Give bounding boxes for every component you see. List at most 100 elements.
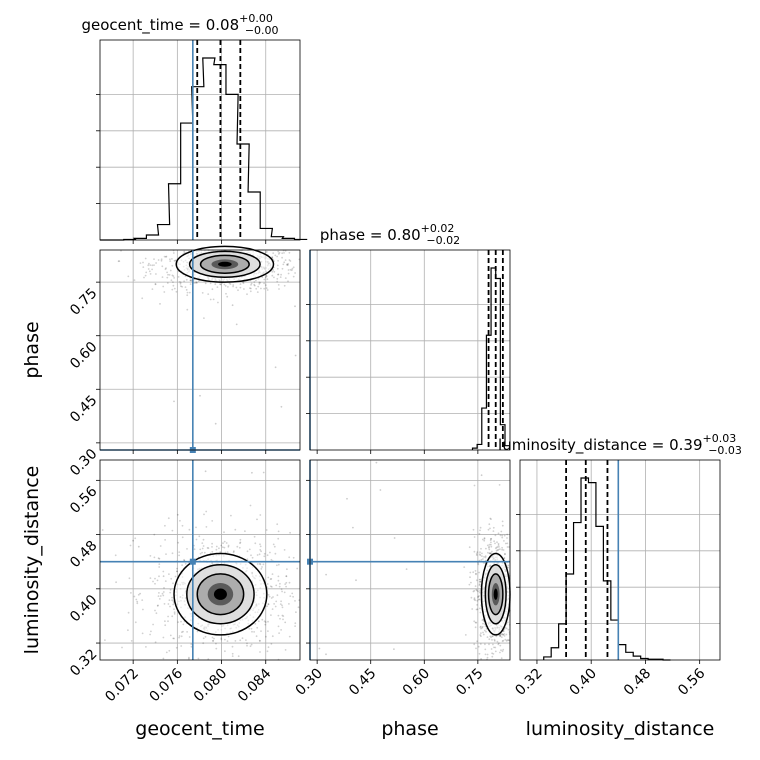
sample-point — [226, 551, 229, 553]
panel-frame — [99, 249, 301, 451]
sample-point — [491, 635, 494, 638]
sample-point — [243, 288, 245, 290]
sample-point — [505, 627, 508, 630]
sample-point — [286, 568, 288, 571]
sample-point — [153, 264, 155, 266]
sample-point — [501, 536, 504, 539]
sample-point — [253, 281, 256, 283]
sample-point — [251, 471, 253, 474]
sample-point — [201, 292, 204, 294]
sample-point — [209, 298, 212, 301]
sample-point — [195, 282, 197, 284]
sample-point — [168, 573, 170, 575]
sample-point — [175, 290, 178, 293]
sample-point — [127, 611, 130, 614]
sample-point — [270, 586, 273, 588]
sample-point — [223, 540, 226, 543]
sample-point — [172, 275, 175, 277]
sample-point — [239, 541, 242, 544]
sample-point — [489, 517, 492, 520]
sample-point — [193, 282, 196, 284]
sample-point — [133, 595, 136, 598]
sample-point — [496, 549, 499, 552]
sample-point — [277, 273, 279, 276]
sample-point — [178, 281, 181, 283]
sample-point — [167, 620, 169, 623]
sample-point — [246, 644, 248, 647]
sample-point — [256, 563, 259, 565]
sample-point — [488, 543, 491, 546]
sample-point — [479, 554, 482, 557]
sample-point — [478, 652, 481, 655]
sample-point — [292, 275, 295, 278]
sample-point — [480, 627, 482, 630]
sample-point — [195, 281, 198, 283]
sample-point — [285, 581, 288, 584]
y-axis-label-luminosity-distance: luminosity_distance — [21, 466, 43, 655]
sample-point — [195, 538, 198, 541]
sample-point — [494, 547, 497, 550]
sample-point — [152, 580, 154, 583]
sample-point — [276, 594, 279, 597]
sample-point — [239, 542, 241, 545]
sample-point — [185, 289, 188, 291]
panel-frame — [99, 459, 301, 661]
sample-point — [223, 283, 226, 286]
sample-point — [265, 287, 268, 289]
sample-point — [474, 626, 477, 629]
sample-point — [288, 251, 291, 254]
sample-point — [154, 283, 157, 286]
sample-point — [178, 636, 181, 639]
sample-point — [283, 549, 286, 551]
sample-point — [476, 551, 479, 554]
sample-point — [159, 303, 161, 305]
sample-point — [271, 270, 274, 273]
sample-point — [180, 285, 182, 288]
sample-point — [267, 646, 270, 649]
sample-point — [203, 317, 205, 319]
density-core — [493, 588, 498, 600]
sample-point — [161, 276, 164, 278]
sample-point — [199, 552, 202, 555]
sample-point — [475, 554, 478, 556]
sample-point — [478, 595, 480, 597]
sample-point — [490, 648, 493, 650]
sample-point — [472, 528, 475, 531]
sample-point — [271, 573, 274, 575]
x-tick-label: 0.30 — [293, 666, 326, 699]
sample-point — [475, 573, 477, 576]
sample-point — [164, 524, 166, 527]
sample-point — [229, 283, 232, 285]
sample-point — [494, 534, 497, 537]
sample-point — [219, 283, 222, 286]
sample-point — [244, 530, 246, 533]
sample-point — [137, 545, 140, 548]
sample-point — [259, 640, 261, 642]
sample-point — [258, 639, 261, 642]
sample-point — [272, 252, 275, 255]
sample-point — [259, 281, 262, 284]
sample-point — [255, 287, 258, 290]
sample-point — [139, 262, 142, 264]
sample-point — [278, 585, 281, 588]
sample-point — [181, 536, 184, 539]
sample-point — [478, 553, 481, 556]
sample-point — [151, 268, 154, 271]
sample-point — [490, 545, 493, 548]
sample-point — [225, 542, 228, 544]
sample-point — [507, 628, 510, 631]
sample-point — [151, 264, 154, 267]
sample-point — [468, 583, 471, 586]
sample-point — [275, 584, 278, 587]
sample-point — [287, 263, 289, 265]
sample-point — [239, 286, 242, 289]
sample-point — [478, 598, 481, 601]
sample-point — [166, 271, 169, 274]
sample-point — [287, 272, 290, 275]
sample-point — [479, 529, 481, 532]
sample-point — [291, 267, 294, 270]
sample-point — [289, 595, 292, 597]
y-tick-label: 0.30 — [67, 446, 100, 479]
sample-point — [492, 643, 494, 646]
sample-point — [254, 623, 257, 625]
